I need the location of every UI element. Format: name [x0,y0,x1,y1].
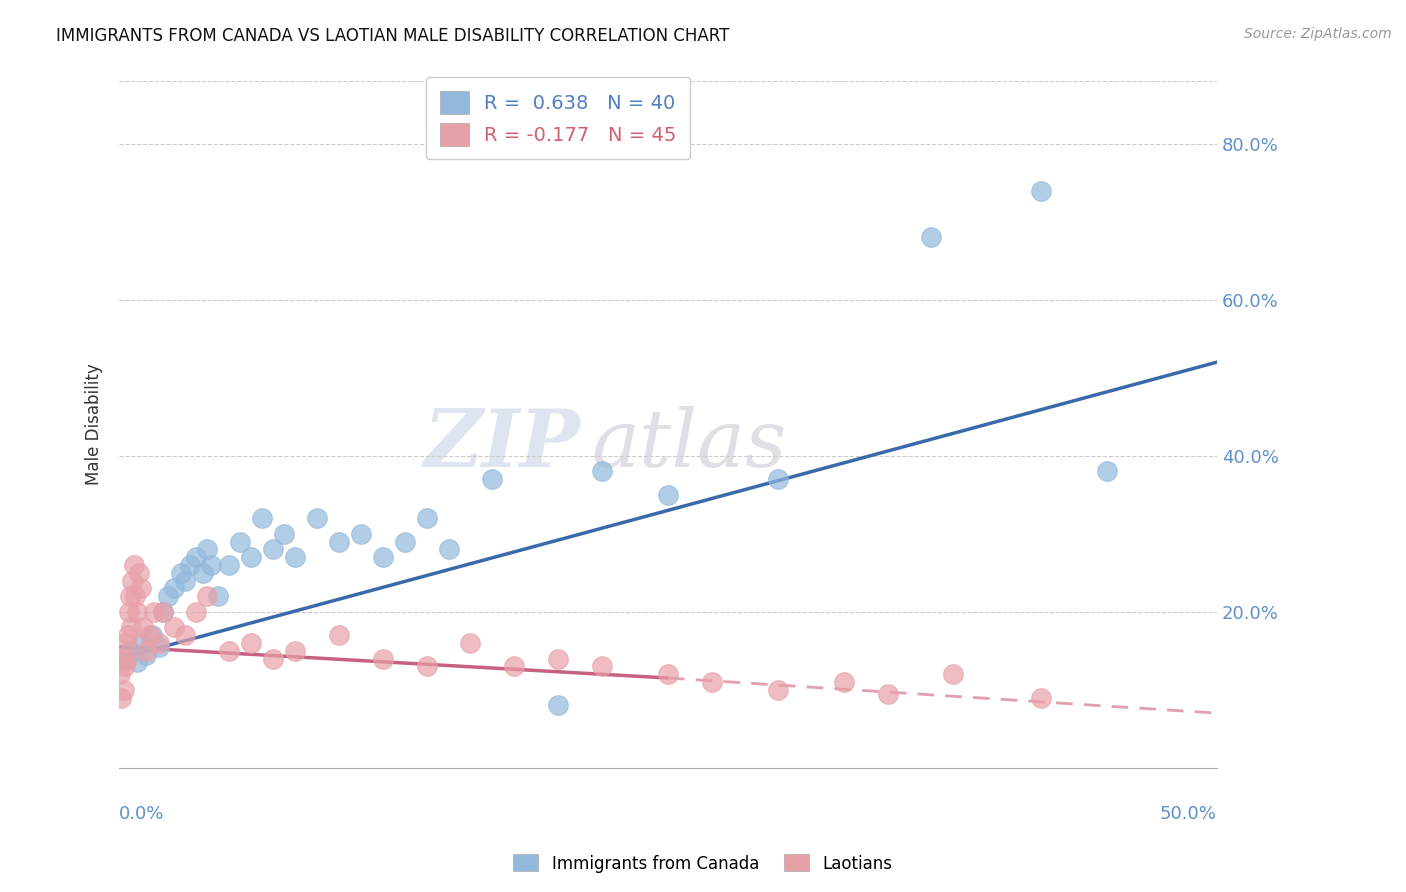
Point [657,488,679,502]
Legend: R =  0.638   N = 40, R = -0.177   N = 45: R = 0.638 N = 40, R = -0.177 N = 45 [426,78,690,160]
Point [132,620,155,634]
Text: 50.0%: 50.0% [1160,805,1216,823]
Point [170,566,193,580]
Point [174,574,197,588]
Point [437,542,460,557]
Point [766,682,789,697]
Point [120,589,142,603]
Point [184,605,207,619]
Point [110,690,132,705]
Point [832,674,855,689]
Point [129,582,152,596]
Point [262,651,284,665]
Point [120,620,142,634]
Point [547,651,569,665]
Point [191,566,214,580]
Point [143,605,166,619]
Point [195,542,218,557]
Text: IMMIGRANTS FROM CANADA VS LAOTIAN MALE DISABILITY CORRELATION CHART: IMMIGRANTS FROM CANADA VS LAOTIAN MALE D… [56,27,730,45]
Point [305,511,328,525]
Point [415,659,437,673]
Point [200,558,222,572]
Point [179,558,201,572]
Point [163,620,186,634]
Point [125,656,148,670]
Point [122,558,145,572]
Point [124,589,146,603]
Point [942,667,965,681]
Point [481,472,503,486]
Point [1095,464,1118,478]
Point [111,651,134,665]
Point [240,636,263,650]
Point [148,640,170,654]
Point [195,589,218,603]
Point [120,644,142,658]
Legend: Immigrants from Canada, Laotians: Immigrants from Canada, Laotians [506,847,900,880]
Point [657,667,679,681]
Point [460,636,482,650]
Point [591,659,613,673]
Point [163,582,186,596]
Point [350,526,373,541]
Point [148,636,170,650]
Point [700,674,723,689]
Point [1031,690,1053,705]
Point [920,230,942,244]
Point [1031,184,1053,198]
Point [115,636,138,650]
Point [876,687,898,701]
Point [135,644,157,658]
Point [415,511,437,525]
Point [328,534,350,549]
Point [141,628,163,642]
Text: Source: ZipAtlas.com: Source: ZipAtlas.com [1244,27,1392,41]
Point [371,651,394,665]
Point [139,628,162,642]
Point [547,698,569,713]
Point [328,628,350,642]
Point [503,659,526,673]
Point [135,648,157,662]
Point [229,534,252,549]
Point [110,667,132,681]
Point [152,605,174,619]
Point [174,628,197,642]
Point [129,636,152,650]
Point [121,574,143,588]
Point [250,511,273,525]
Text: 0.0%: 0.0% [120,805,165,823]
Point [117,628,139,642]
Point [273,526,295,541]
Text: ZIP: ZIP [423,407,581,484]
Point [284,644,307,658]
Text: atlas: atlas [591,407,786,484]
Point [591,464,613,478]
Point [394,534,416,549]
Point [152,605,174,619]
Point [240,550,263,565]
Point [115,651,138,665]
Point [207,589,229,603]
Point [115,651,138,665]
Point [156,589,179,603]
Point [114,659,136,673]
Point [218,644,240,658]
Point [128,566,150,580]
Point [112,682,135,697]
Point [118,605,141,619]
Point [184,550,207,565]
Point [218,558,240,572]
Point [371,550,394,565]
Point [766,472,789,486]
Point [284,550,307,565]
Point [262,542,284,557]
Y-axis label: Male Disability: Male Disability [86,364,103,485]
Point [125,605,148,619]
